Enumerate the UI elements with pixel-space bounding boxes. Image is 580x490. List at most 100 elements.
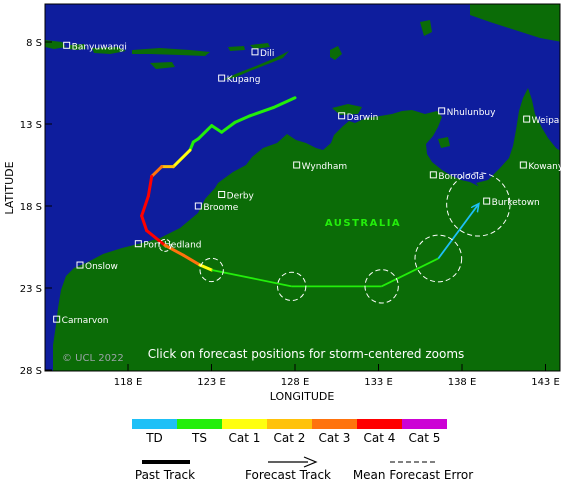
forecast-error-circle[interactable] — [199, 257, 224, 283]
past-track-segment — [171, 148, 192, 169]
place-marker-icon — [438, 107, 446, 115]
mornington-island — [476, 180, 491, 188]
forecast-track-key-label: Forecast Track — [245, 468, 331, 482]
legend-label: Cat 5 — [409, 431, 441, 445]
lat-tick-label: 18 S — [20, 202, 42, 213]
past-track-segment — [248, 106, 275, 118]
legend-swatch — [357, 419, 402, 429]
legend-label: Cat 4 — [364, 431, 396, 445]
place-label: Burketown — [492, 198, 540, 208]
past-track-segment — [271, 96, 297, 110]
forecast-error-circles[interactable] — [158, 172, 511, 304]
forecast-track-segment — [211, 269, 292, 288]
past-track-segment — [220, 120, 237, 134]
place-marker-icon — [293, 161, 301, 169]
melville-island — [332, 104, 362, 115]
lon-tick-label: 143 E — [531, 377, 560, 388]
lat-tick-label: 23 S — [20, 284, 42, 295]
past-track-key-label: Past Track — [135, 468, 195, 482]
past-track-segment — [140, 214, 149, 233]
place-marker-icon — [483, 197, 491, 205]
forecast-arrow-icon — [303, 456, 318, 468]
legend-swatch — [222, 419, 267, 429]
place-label: Nhulunbuy — [447, 108, 496, 118]
legend-swatch — [402, 419, 447, 429]
forecast-track-segment — [381, 257, 439, 288]
legend-swatch — [132, 419, 177, 429]
forecast-error-circle[interactable] — [277, 271, 307, 302]
legend-swatch — [177, 419, 222, 429]
past-track-segment — [163, 243, 185, 257]
place-label: Derby — [227, 192, 255, 202]
place-marker-icon — [53, 315, 61, 323]
past-track-segment — [181, 253, 202, 267]
lat-tick-label: 13 S — [20, 120, 42, 131]
place-label: Port Hedland — [143, 241, 201, 251]
sumbawa-island — [92, 47, 126, 54]
bali-island — [68, 44, 86, 50]
place-label: Weipa — [532, 116, 560, 126]
place-marker-icon — [218, 74, 226, 82]
past-track-segment — [150, 165, 164, 178]
place-label: Borroloola — [438, 172, 484, 182]
legend-label: Cat 2 — [274, 431, 306, 445]
forecast-error-circle[interactable] — [414, 234, 463, 283]
legend-label: Cat 1 — [229, 431, 261, 445]
place-label: Kowanyama — [528, 162, 580, 172]
past-track-segment — [233, 114, 252, 124]
place-label: Dili — [260, 49, 274, 59]
place-marker-icon — [218, 191, 226, 199]
wetar-island — [250, 43, 270, 49]
past-track-segment — [196, 124, 214, 141]
past-track-segment — [140, 194, 150, 218]
place-label: Onslow — [85, 262, 118, 272]
past-track-segment — [145, 229, 167, 247]
new-guinea — [470, 4, 560, 42]
longitude-axis-title: LONGITUDE — [270, 390, 335, 403]
country-label: AUSTRALIA — [325, 218, 401, 229]
groote-island — [438, 137, 450, 148]
flores-island — [132, 48, 210, 56]
intensity-legend: TD TS Cat 1 Cat 2 Cat 3 Cat 4 Cat 5 — [132, 419, 447, 445]
place-marker-icon — [194, 202, 202, 210]
past-position-marker — [158, 238, 172, 252]
legend-swatch — [267, 419, 312, 429]
place-label: Darwin — [347, 113, 379, 123]
instruction-text: Click on forecast positions for storm-ce… — [148, 347, 465, 361]
lon-tick-label: 138 E — [448, 377, 477, 388]
place-marker-icon — [63, 41, 71, 49]
legend-label: TD — [145, 431, 163, 445]
place-marker-icon — [76, 261, 84, 269]
timor-island — [222, 51, 289, 80]
place-marker-icon — [519, 161, 527, 169]
place-marker-icon — [134, 240, 142, 248]
lat-tick-label: 8 S — [26, 38, 42, 49]
place-label: Banyuwangi — [72, 42, 127, 52]
tanimbar-island — [330, 46, 342, 60]
copyright-text: © UCL 2022 — [62, 353, 124, 364]
legend-swatch — [312, 419, 357, 429]
plot-frame — [44, 3, 561, 372]
aru-island — [420, 20, 432, 36]
dampier-islands — [215, 184, 224, 193]
lon-tick-label: 118 E — [114, 377, 143, 388]
place-label: Kupang — [227, 75, 261, 85]
forecast-error-circle[interactable] — [364, 269, 399, 304]
line-style-key: Past Track Forecast Track Mean Forecast … — [135, 456, 473, 482]
place-marker-icon — [338, 112, 346, 120]
past-track-segment — [198, 263, 214, 272]
place-markers: Banyuwangi Dili Kupang Darwin Nhulunbuy Weipa… — [53, 41, 580, 326]
lon-tick-label: 128 E — [281, 377, 310, 388]
lon-tick-label: 133 E — [364, 377, 393, 388]
past-track-segment — [210, 124, 224, 134]
alor-island — [228, 46, 245, 51]
map-area[interactable] — [45, 4, 562, 371]
longitude-ticks: 118 E 123 E 128 E 133 E 138 E 143 E — [114, 364, 560, 388]
place-marker-icon — [429, 171, 437, 179]
storm-tracks — [140, 96, 479, 288]
legend-label: Cat 3 — [319, 431, 351, 445]
sumba-island — [150, 62, 175, 69]
forecast-error-circle[interactable] — [446, 172, 511, 237]
error-key-label: Mean Forecast Error — [353, 468, 473, 482]
